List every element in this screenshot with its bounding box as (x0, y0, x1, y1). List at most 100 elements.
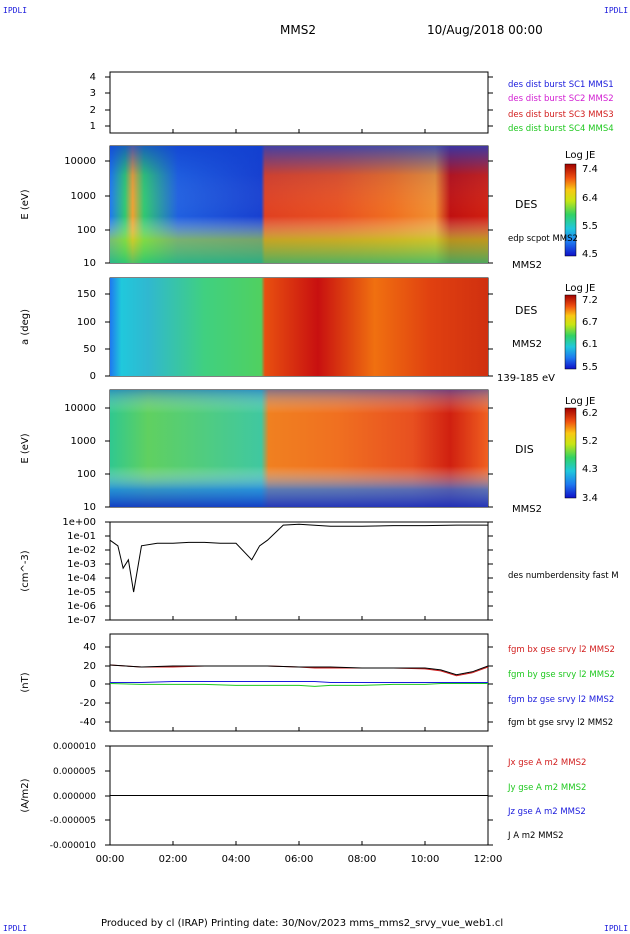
ytick-p1-0: 4 (90, 72, 96, 83)
cbar-tick-p4-3: 3.4 (582, 493, 598, 504)
legend-p6-3: fgm bt gse srvy l2 MMS2 (508, 718, 613, 728)
ytick-p3-1: 100 (77, 317, 96, 328)
spacecraft-title: MMS2 (280, 23, 316, 37)
mission-des-energy: MMS2 (512, 260, 542, 271)
legend-p7-0: Jx gse A m2 MMS2 (507, 758, 586, 768)
des-pitch-angle-spectrogram (110, 278, 488, 376)
mission-des-pitch: MMS2 (512, 339, 542, 350)
cbar-tick-p4-2: 4.3 (582, 464, 598, 475)
corner-tag-top-left: IPDLI (3, 6, 28, 15)
ytick-p1-1: 3 (90, 88, 96, 99)
ylabel-p4: E (eV) (20, 433, 31, 463)
ytick-p3-2: 50 (83, 344, 96, 355)
ytick-p1-3: 1 (90, 121, 96, 132)
corner-tag-bottom-left: IPDLI (3, 924, 28, 933)
cbar-tick-p3-0: 7.2 (582, 295, 598, 306)
line-series (109, 523, 489, 796)
xtick-label-1: 02:00 (159, 854, 188, 865)
label-des-energy: DES (515, 198, 537, 211)
cbar-tick-p3-3: 5.5 (582, 362, 598, 373)
legend-p1-1: des dist burst SC2 MMS2 (508, 94, 614, 104)
legend-p7-1: Jy gse A m2 MMS2 (507, 783, 586, 793)
legend-p6-1: fgm by gse srvy l2 MMS2 (508, 670, 615, 680)
ytick-p5-3: 1e-03 (67, 559, 96, 570)
cbar-title-p3: Log JE (565, 283, 595, 294)
xtick-label-4: 08:00 (348, 854, 377, 865)
ytick-p2-0: 10000 (64, 156, 96, 167)
ytick-p3-0: 150 (77, 289, 96, 300)
legend-p6-0: fgm bx gse srvy l2 MMS2 (508, 645, 615, 655)
footer-caption: Produced by cl (IRAP) Printing date: 30/… (101, 918, 504, 929)
ytick-p1-2: 2 (90, 105, 96, 116)
ytick-p5-4: 1e-04 (67, 573, 96, 584)
ytick-p6-0: 40 (83, 642, 96, 653)
cbar-title-p2: Log JE (565, 150, 595, 161)
cbar-tick-p2-0: 7.4 (582, 164, 598, 175)
ytick-p7-4: -0.000010 (50, 841, 96, 851)
ytick-p2-2: 100 (77, 225, 96, 236)
series-fgm-3 (109, 664, 489, 676)
ytick-p7-0: 0.000010 (53, 742, 96, 752)
ytick-p5-5: 1e-05 (67, 587, 96, 598)
panel-frame-p1 (109, 71, 489, 134)
ytick-p2-3: 10 (83, 258, 96, 269)
energy-range-des-pitch: 139-185 eV (497, 373, 555, 384)
panel-frame-p5 (109, 521, 489, 621)
xtick-label-3: 06:00 (285, 854, 314, 865)
label-dis-energy: DIS (515, 443, 534, 456)
ytick-p4-0: 10000 (64, 403, 96, 414)
colorbar-dis-energy (564, 407, 577, 499)
des-energy-spectrogram (110, 146, 488, 263)
ytick-p6-1: 20 (83, 661, 96, 672)
ytick-p2-1: 1000 (71, 191, 96, 202)
ylabel-p2: E (eV) (20, 189, 31, 219)
ytick-p4-1: 1000 (71, 436, 96, 447)
ytick-p7-3: -0.000005 (50, 816, 96, 826)
xtick-label-0: 00:00 (96, 854, 125, 865)
xtick-label-5: 10:00 (411, 854, 440, 865)
mission-dis-energy: MMS2 (512, 504, 542, 515)
ylabel-p7: (A/m2) (20, 778, 31, 812)
ytick-p6-3: -20 (80, 698, 96, 709)
xtick-label-2: 04:00 (222, 854, 251, 865)
cbar-tick-p3-2: 6.1 (582, 339, 598, 350)
ylabel-p6: (nT) (20, 672, 31, 692)
datetime-title: 10/Aug/2018 00:00 (427, 23, 543, 37)
ytick-p4-2: 100 (77, 469, 96, 480)
ylabel-p3: a (deg) (20, 309, 31, 345)
legend-p7-2: Jz gse A m2 MMS2 (507, 807, 586, 817)
cbar-tick-p2-2: 5.5 (582, 221, 598, 232)
label-des-pitch: DES (515, 304, 537, 317)
series-density (109, 523, 488, 593)
series-fgm-1 (109, 683, 488, 687)
series-fgm-2 (110, 681, 488, 683)
legend-p5-0: des numberdensity fast M (508, 571, 619, 581)
ytick-p5-0: 1e+00 (62, 517, 96, 528)
ytick-p3-3: 0 (90, 371, 96, 382)
dis-energy-spectrogram (110, 390, 488, 507)
colorbar-des-pitch (564, 294, 577, 370)
ytick-p5-2: 1e-02 (67, 545, 96, 556)
cbar-title-p4: Log JE (565, 396, 595, 407)
ytick-p7-2: 0.000000 (53, 792, 96, 802)
corner-tag-bottom-right: IPDLI (604, 924, 629, 933)
ytick-p6-4: -40 (80, 717, 96, 728)
cbar-tick-p4-1: 5.2 (582, 436, 598, 447)
cbar-tick-p2-3: 4.5 (582, 249, 598, 260)
ytick-p5-7: 1e-07 (67, 615, 96, 626)
xtick-label-6: 12:00 (474, 854, 503, 865)
cbar-tick-p2-1: 6.4 (582, 193, 598, 204)
colorbar-des-energy (564, 163, 577, 257)
legend-p7-3: J A m2 MMS2 (507, 831, 564, 841)
axis-labels: 4 3 2 1 10000 1000 100 10 E (eV) 150 100 50 0 a (deg)… (20, 72, 619, 865)
sublabel-des-energy: edp scpot MMS2 (508, 234, 578, 244)
legend-p1-2: des dist burst SC3 MMS3 (508, 110, 614, 120)
ytick-p7-1: 0.000005 (53, 767, 96, 777)
cbar-tick-p3-1: 6.7 (582, 317, 598, 328)
legend-p6-2: fgm bz gse srvy l2 MMS2 (508, 695, 614, 705)
ytick-p5-6: 1e-06 (67, 601, 96, 612)
cbar-tick-p4-0: 6.2 (582, 408, 598, 419)
ytick-p4-3: 10 (83, 502, 96, 513)
ylabel-p5: (cm^-3) (20, 550, 31, 591)
